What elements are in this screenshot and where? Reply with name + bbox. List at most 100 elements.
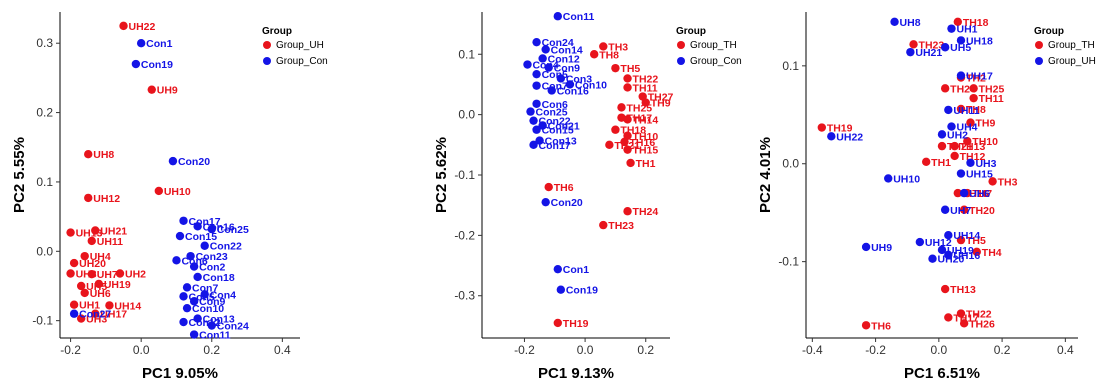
data-point <box>84 149 93 159</box>
data-point <box>175 231 185 241</box>
point-label: TH19 <box>563 318 589 330</box>
legend-marker <box>263 41 271 49</box>
point-label: UH15 <box>966 169 993 181</box>
point-label: UH16 <box>953 250 980 262</box>
data-point <box>69 309 79 318</box>
data-point <box>91 309 100 318</box>
point-label: Con24 <box>542 37 574 49</box>
legend-entry: Group_TH <box>1048 40 1095 51</box>
data-point <box>532 37 541 47</box>
data-point <box>928 254 937 263</box>
point-label: TH20 <box>969 205 995 217</box>
point-label: TH6 <box>554 182 574 194</box>
x-tick-label: -0.2 <box>865 343 886 357</box>
data-point <box>641 98 650 107</box>
data-point <box>168 156 178 166</box>
data-point <box>553 264 563 274</box>
point-label: Con15 <box>542 125 574 137</box>
point-label: Con19 <box>566 285 598 297</box>
y-tick-label: -0.1 <box>778 255 799 269</box>
point-label: UH21 <box>915 47 942 59</box>
point-label: UH10 <box>164 186 191 198</box>
point-label: Con9 <box>554 63 580 75</box>
data-point <box>154 186 164 196</box>
data-point <box>937 245 947 255</box>
point-label: Con25 <box>217 224 249 236</box>
data-point <box>944 250 953 259</box>
data-point <box>532 69 541 79</box>
y-tick-label: -0.1 <box>454 168 475 182</box>
point-label: TH23 <box>919 39 945 51</box>
data-point <box>611 63 620 73</box>
point-label: UH19 <box>104 279 131 291</box>
data-point <box>186 251 195 261</box>
data-point <box>193 272 202 282</box>
data-point <box>861 242 871 252</box>
point-label: UH1 <box>79 300 100 312</box>
data-point <box>565 80 575 89</box>
point-label: TH13 <box>960 141 986 153</box>
y-tick-label: -0.2 <box>454 228 475 242</box>
x-axis-title: PC1 9.05% <box>142 365 218 382</box>
data-point <box>544 63 553 72</box>
point-label: TH22 <box>966 309 992 321</box>
point-label: Con10 <box>192 303 224 315</box>
x-tick-label: 0.4 <box>274 343 291 357</box>
legend-entry: Group_UH <box>276 40 324 51</box>
data-point <box>87 236 96 246</box>
point-label: UH7 <box>97 269 118 281</box>
data-point <box>972 247 981 257</box>
point-label: UH4 <box>956 122 977 134</box>
legend-marker <box>677 41 685 49</box>
x-tick-label: -0.2 <box>60 343 81 357</box>
point-label: TH5 <box>620 63 640 75</box>
y-tick-label: 0.1 <box>782 59 799 73</box>
series-Group_Con: Con1Con19Con20Con17Con16Con25Con15Con22C… <box>69 38 249 342</box>
point-label: Con16 <box>557 85 589 97</box>
point-label: Con14 <box>551 44 583 56</box>
point-label: Con22 <box>210 241 242 253</box>
point-label: TH14 <box>633 114 659 126</box>
legend: Group Group_UH Group_Con <box>262 26 328 67</box>
point-label: TH11 <box>633 82 658 94</box>
data-point <box>147 85 156 94</box>
y-axis-title: PC2 5.55% <box>11 137 28 213</box>
point-label: UH7 <box>950 205 971 217</box>
y-tick-label: -0.3 <box>454 289 475 303</box>
data-point <box>956 309 966 318</box>
point-label: UH1 <box>956 24 977 36</box>
data-point <box>544 182 553 192</box>
point-label: Con21 <box>548 120 580 132</box>
point-label: UH22 <box>836 131 863 143</box>
data-point <box>884 174 893 183</box>
point-label: TH9 <box>975 118 995 130</box>
data-point <box>84 193 93 203</box>
point-label: Con2 <box>199 262 225 274</box>
point-label: UH19 <box>947 245 974 257</box>
data-point <box>890 17 899 26</box>
point-label: Con11 <box>199 330 231 342</box>
point-label: UH17 <box>100 309 127 321</box>
point-label: TH25 <box>979 83 1005 95</box>
legend-entry: Group_UH <box>1048 56 1096 67</box>
point-label: TH25 <box>626 102 652 114</box>
legend-marker <box>1035 57 1043 65</box>
data-point <box>179 292 188 301</box>
point-label: TH19 <box>827 123 853 135</box>
legend-title: Group <box>262 26 292 37</box>
legend-entry: Group_Con <box>276 56 328 67</box>
point-label: TH26 <box>969 318 995 330</box>
data-point <box>94 279 104 289</box>
point-label: Con27 <box>79 309 111 321</box>
data-point <box>959 319 969 328</box>
data-point <box>956 71 966 80</box>
data-point <box>956 36 966 45</box>
data-point <box>599 42 608 51</box>
data-point <box>956 235 966 245</box>
point-label: TH17 <box>953 312 979 324</box>
point-label: TH4 <box>982 247 1002 259</box>
data-point <box>553 12 563 21</box>
point-label: UH22 <box>129 21 156 33</box>
data-point <box>817 123 827 132</box>
